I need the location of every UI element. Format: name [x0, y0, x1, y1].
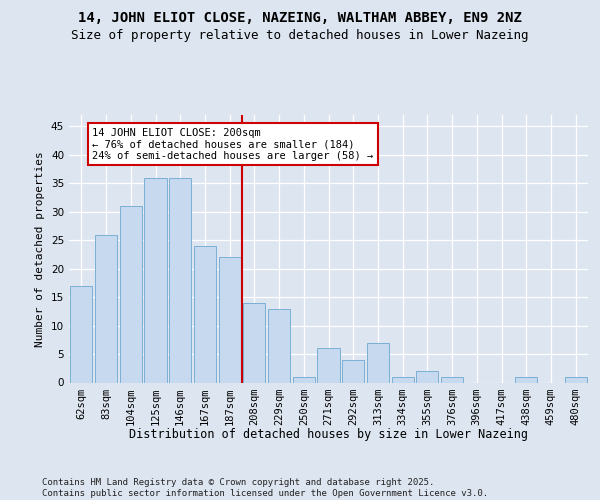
Text: Contains HM Land Registry data © Crown copyright and database right 2025.
Contai: Contains HM Land Registry data © Crown c… — [42, 478, 488, 498]
Bar — [70, 286, 92, 382]
Bar — [95, 234, 117, 382]
Bar — [218, 258, 241, 382]
Bar — [441, 377, 463, 382]
Bar — [515, 377, 538, 382]
Bar — [416, 371, 439, 382]
Bar — [194, 246, 216, 382]
Bar — [119, 206, 142, 382]
Bar — [293, 377, 315, 382]
Bar — [342, 360, 364, 382]
Bar — [367, 342, 389, 382]
Bar — [317, 348, 340, 382]
Bar — [565, 377, 587, 382]
Bar — [243, 303, 265, 382]
Text: 14, JOHN ELIOT CLOSE, NAZEING, WALTHAM ABBEY, EN9 2NZ: 14, JOHN ELIOT CLOSE, NAZEING, WALTHAM A… — [78, 12, 522, 26]
X-axis label: Distribution of detached houses by size in Lower Nazeing: Distribution of detached houses by size … — [129, 428, 528, 440]
Bar — [268, 308, 290, 382]
Text: Size of property relative to detached houses in Lower Nazeing: Size of property relative to detached ho… — [71, 28, 529, 42]
Bar — [169, 178, 191, 382]
Text: 14 JOHN ELIOT CLOSE: 200sqm
← 76% of detached houses are smaller (184)
24% of se: 14 JOHN ELIOT CLOSE: 200sqm ← 76% of det… — [92, 128, 374, 160]
Y-axis label: Number of detached properties: Number of detached properties — [35, 151, 46, 346]
Bar — [392, 377, 414, 382]
Bar — [145, 178, 167, 382]
